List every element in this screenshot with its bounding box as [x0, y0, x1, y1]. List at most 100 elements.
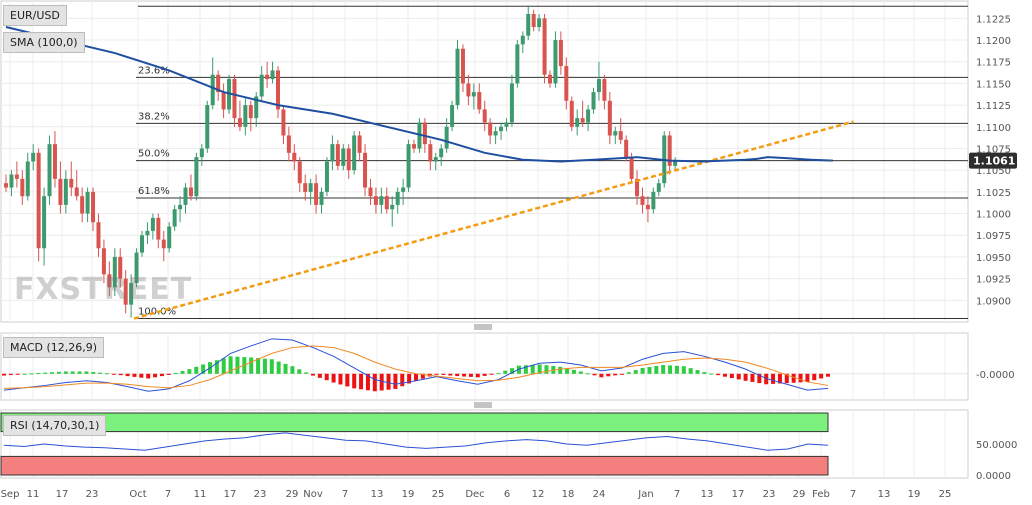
- macd-histogram-bar: [716, 373, 721, 376]
- candle-body: [243, 105, 248, 127]
- candle-body: [444, 126, 449, 149]
- candle-body: [172, 209, 177, 227]
- candle-body: [509, 83, 514, 123]
- candle-body: [20, 178, 25, 197]
- x-tick-label: Sep: [1, 489, 20, 500]
- macd-histogram-bar: [462, 373, 467, 377]
- candle-body: [216, 74, 221, 93]
- macd-histogram-bar: [50, 372, 55, 374]
- rsi-indicator-label[interactable]: RSI (14,70,30,1): [3, 415, 107, 436]
- macd-histogram-bar: [359, 373, 364, 390]
- candle-body: [276, 70, 280, 110]
- candle-body: [42, 196, 47, 249]
- macd-histogram-bar: [695, 370, 700, 374]
- macd-histogram-bar: [654, 366, 659, 374]
- candle-body: [314, 183, 319, 205]
- rsi-overbought-band: [0, 412, 829, 433]
- macd-histogram-bar: [36, 373, 41, 375]
- macd-histogram-bar: [455, 373, 460, 377]
- macd-histogram-bar: [2, 373, 6, 376]
- macd-histogram-bar: [640, 367, 645, 374]
- macd-histogram-bar: [723, 373, 727, 377]
- macd-indicator-label[interactable]: MACD (12,26,9): [3, 337, 105, 358]
- candle-body: [69, 178, 74, 188]
- candle-body: [531, 14, 536, 28]
- macd-histogram-bar: [771, 373, 776, 384]
- macd-y-tick-label: -0.0000: [976, 370, 1015, 381]
- macd-histogram-bar: [805, 373, 810, 382]
- candle-body: [303, 183, 308, 192]
- candle-body: [673, 160, 678, 166]
- macd-histogram-bar: [386, 373, 391, 390]
- macd-histogram-bar: [626, 372, 631, 374]
- candle-body: [635, 178, 640, 197]
- candle-body: [471, 92, 476, 97]
- candle-body: [384, 196, 389, 210]
- y-tick-label: 1.0950: [976, 253, 1011, 264]
- x-tick-label: 23: [254, 489, 267, 500]
- candle-body: [656, 183, 661, 192]
- x-tick-label: 29: [793, 489, 806, 500]
- candle-body: [613, 131, 618, 136]
- macd-histogram-bar: [214, 360, 219, 374]
- macd-histogram-bar: [22, 373, 27, 375]
- x-tick-label: 11: [194, 489, 207, 500]
- macd-histogram-bar: [791, 373, 796, 383]
- macd-histogram-bar: [8, 373, 13, 375]
- fib-label: 23.6%: [138, 65, 170, 76]
- x-tick-label: Nov: [303, 489, 323, 500]
- candle-body: [379, 196, 384, 205]
- macd-histogram-bar: [166, 373, 171, 375]
- candle-body: [129, 282, 134, 305]
- candle-body: [319, 191, 324, 205]
- macd-histogram-bar: [146, 373, 151, 379]
- macd-histogram-bar: [29, 373, 34, 375]
- candle-body: [504, 122, 509, 127]
- candle-body: [254, 96, 259, 119]
- macd-histogram-bar: [784, 373, 789, 384]
- sma-indicator-label[interactable]: SMA (100,0): [3, 32, 85, 53]
- macd-histogram-bar: [798, 373, 803, 383]
- macd-histogram-bar: [585, 373, 590, 375]
- macd-histogram-bar: [496, 373, 501, 375]
- candle-body: [259, 74, 264, 97]
- candle-body: [499, 126, 504, 132]
- macd-histogram-bar: [633, 370, 638, 374]
- candle-body: [205, 105, 210, 149]
- symbol-label[interactable]: EUR/USD: [3, 5, 67, 26]
- candle-body: [575, 118, 580, 127]
- macd-histogram-bar: [599, 373, 604, 378]
- candle-body: [199, 148, 204, 158]
- macd-histogram-bar: [139, 373, 144, 378]
- candle-body: [91, 191, 96, 223]
- macd-histogram-bar: [331, 373, 336, 383]
- x-tick-label: 7: [674, 489, 680, 500]
- candle-body: [542, 18, 547, 75]
- x-tick-label: 19: [402, 489, 415, 500]
- fib-label: 61.8%: [138, 186, 170, 197]
- macd-histogram-bar: [757, 373, 762, 384]
- x-tick-label: 23: [86, 489, 99, 500]
- candle-body: [80, 196, 85, 214]
- candle-body: [118, 256, 123, 279]
- macd-histogram-bar: [448, 373, 453, 376]
- y-tick-label: 1.1100: [976, 123, 1011, 134]
- candle-body: [406, 144, 411, 188]
- x-tick-label: 11: [27, 489, 40, 500]
- macd-histogram-bar: [702, 372, 707, 374]
- fib-label: 50.0%: [138, 149, 170, 160]
- macd-histogram-bar: [743, 373, 748, 381]
- candle-body: [602, 79, 607, 101]
- macd-histogram-bar: [510, 368, 515, 374]
- x-tick-label: 17: [56, 489, 69, 500]
- macd-histogram-bar: [98, 372, 103, 374]
- macd-histogram-bar: [420, 373, 425, 379]
- candle-body: [58, 178, 63, 205]
- macd-histogram-bar: [365, 373, 370, 391]
- x-tick-label: 23: [763, 489, 776, 500]
- y-tick-label: 1.1125: [976, 101, 1011, 112]
- candle-body: [629, 157, 634, 179]
- macd-histogram-bar: [434, 373, 439, 375]
- candle-body: [286, 135, 291, 153]
